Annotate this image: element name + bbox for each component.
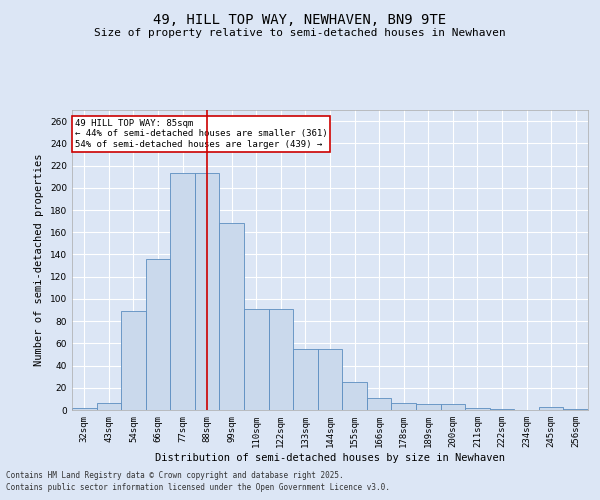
Bar — [440, 404, 465, 410]
Bar — [72, 408, 97, 410]
Bar — [342, 382, 367, 410]
Bar — [465, 408, 490, 410]
Text: 49 HILL TOP WAY: 85sqm
← 44% of semi-detached houses are smaller (361)
54% of se: 49 HILL TOP WAY: 85sqm ← 44% of semi-det… — [74, 119, 327, 149]
Text: 49, HILL TOP WAY, NEWHAVEN, BN9 9TE: 49, HILL TOP WAY, NEWHAVEN, BN9 9TE — [154, 12, 446, 26]
X-axis label: Distribution of semi-detached houses by size in Newhaven: Distribution of semi-detached houses by … — [155, 452, 505, 462]
Bar — [293, 349, 318, 410]
Bar — [146, 259, 170, 410]
Bar — [195, 174, 220, 410]
Text: Size of property relative to semi-detached houses in Newhaven: Size of property relative to semi-detach… — [94, 28, 506, 38]
Bar — [170, 174, 195, 410]
Bar — [367, 398, 391, 410]
Bar — [391, 404, 416, 410]
Bar — [244, 309, 269, 410]
Y-axis label: Number of semi-detached properties: Number of semi-detached properties — [34, 154, 44, 366]
Bar — [539, 406, 563, 410]
Bar — [220, 224, 244, 410]
Bar — [97, 404, 121, 410]
Bar — [318, 349, 342, 410]
Bar — [416, 404, 440, 410]
Bar — [121, 311, 146, 410]
Text: Contains public sector information licensed under the Open Government Licence v3: Contains public sector information licen… — [6, 484, 390, 492]
Text: Contains HM Land Registry data © Crown copyright and database right 2025.: Contains HM Land Registry data © Crown c… — [6, 471, 344, 480]
Bar — [490, 409, 514, 410]
Bar — [563, 409, 588, 410]
Bar — [269, 309, 293, 410]
